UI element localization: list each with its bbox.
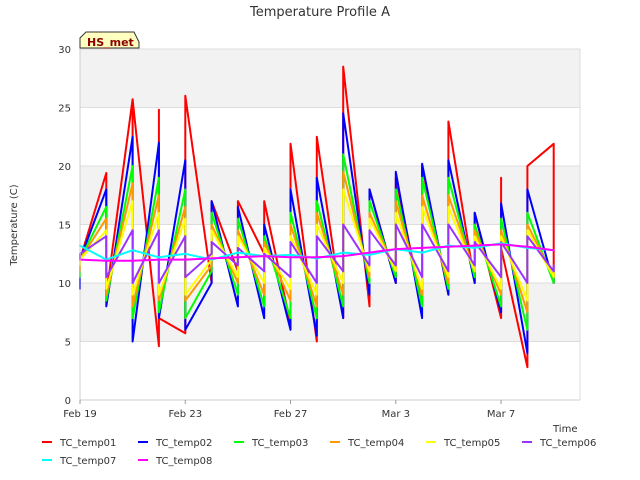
y-tick-label: 10 <box>58 279 71 290</box>
axes: 0 5 10 15 20 25 30 Feb 19 Feb 23 Feb 27 Mar 3 Mar 7 <box>58 45 581 420</box>
x-tick-label: Mar 7 <box>487 409 515 420</box>
legend: TC_temp01 TC_temp02 TC_temp03 TC_temp04 TC_t… <box>42 438 596 467</box>
legend-label: TC_temp06 <box>539 438 596 449</box>
x-tick-label: Feb 19 <box>63 409 97 420</box>
y-tick-label: 5 <box>65 338 71 349</box>
series-layer <box>79 65 555 369</box>
y-tick-label: 20 <box>58 162 71 173</box>
badge-shape <box>79 31 140 49</box>
legend-label: TC_temp03 <box>251 438 308 449</box>
legend-label: TC_temp04 <box>347 438 404 449</box>
badge-label: HS_met <box>87 36 134 49</box>
legend-label: TC_temp01 <box>59 438 116 449</box>
series-line-tc-temp07 <box>79 242 555 261</box>
y-tick-label: 0 <box>65 396 71 407</box>
series-line-tc-temp01 <box>79 65 555 369</box>
y-axis-label: Temperature (C) <box>9 184 20 266</box>
station-badge: HS_met <box>79 31 140 49</box>
y-tick-label: 15 <box>58 221 71 232</box>
plot-band <box>80 166 580 225</box>
y-tick-label: 30 <box>58 45 71 56</box>
legend-label: TC_temp08 <box>155 456 212 467</box>
plot-band <box>80 49 580 108</box>
x-axis-label: Time <box>552 424 577 435</box>
x-tick-label: Feb 23 <box>168 409 202 420</box>
x-tick-label: Feb 27 <box>274 409 308 420</box>
y-tick-label: 25 <box>58 104 71 115</box>
legend-label: TC_temp07 <box>59 456 116 467</box>
x-tick-label: Mar 3 <box>382 409 410 420</box>
series-line-tc-temp08 <box>79 243 555 262</box>
chart-title: Temperature Profile A <box>249 5 390 20</box>
legend-label: TC_temp05 <box>443 438 500 449</box>
legend-label: TC_temp02 <box>155 438 212 449</box>
